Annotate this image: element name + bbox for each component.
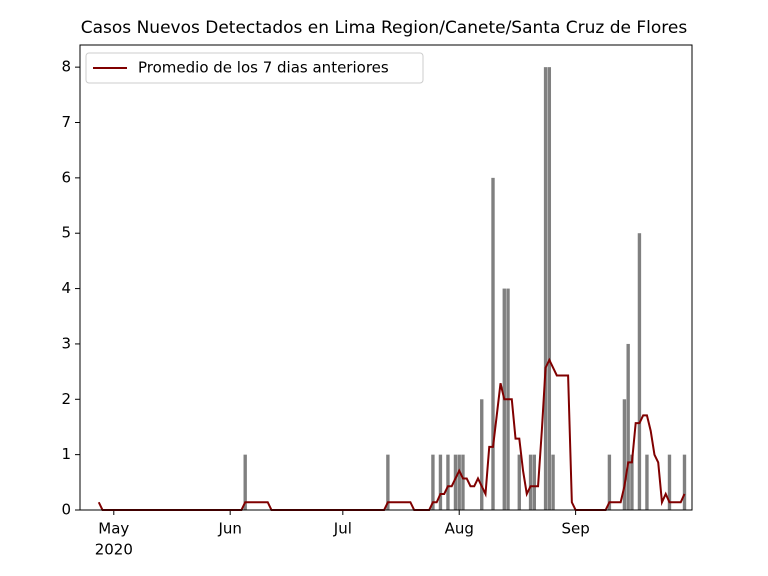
bar: [453, 454, 458, 510]
bar: [645, 454, 649, 510]
chart-title: Casos Nuevos Detectados en Lima Region/C…: [81, 18, 688, 38]
x-tick-label: Jul: [333, 520, 352, 538]
bar: [667, 454, 672, 510]
x-tick-label: Jun: [217, 520, 241, 538]
bar: [626, 343, 630, 510]
bar: [491, 177, 495, 510]
bar: [438, 454, 443, 510]
y-tick-label: 1: [61, 445, 71, 463]
y-tick-label: 2: [61, 390, 71, 408]
x-tick-label: Aug: [445, 520, 474, 538]
bar: [480, 399, 484, 510]
bar: [682, 454, 687, 510]
bar: [551, 454, 555, 510]
series-line: [97, 357, 686, 511]
bar: [622, 399, 627, 510]
bar: [446, 454, 450, 510]
bar: [517, 454, 521, 510]
x-tick-label: Sep: [561, 520, 589, 538]
bar: [630, 454, 634, 510]
y-tick-label: 0: [61, 501, 71, 519]
y-tick-label: 5: [61, 224, 71, 242]
y-tick-label: 3: [61, 334, 71, 352]
bar: [243, 454, 247, 510]
legend-label: Promedio de los 7 dias anteriores: [138, 59, 389, 77]
bar: [547, 67, 552, 511]
x-year-label: 2020: [95, 541, 133, 559]
plot-frame: [79, 44, 693, 511]
bar: [431, 454, 435, 510]
bar: [461, 454, 465, 510]
y-tick-label: 8: [61, 58, 71, 76]
y-tick-label: 6: [61, 168, 71, 186]
x-tick-label: May: [98, 520, 129, 538]
bar: [532, 454, 536, 510]
y-tick-label: 4: [61, 279, 71, 297]
bar: [457, 454, 461, 510]
bar: [637, 233, 642, 510]
bar: [607, 454, 612, 510]
bar: [386, 454, 390, 510]
legend: Promedio de los 7 dias anteriores: [85, 52, 424, 84]
bar: [528, 454, 533, 510]
legend-box: [85, 52, 424, 84]
bar: [543, 67, 548, 511]
y-tick-label: 7: [61, 113, 71, 131]
